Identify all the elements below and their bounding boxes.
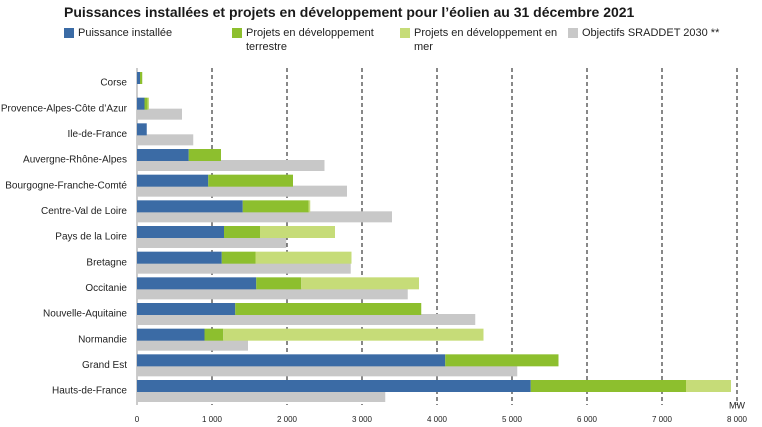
- bar-segment: [137, 380, 531, 392]
- target-bar: [137, 339, 248, 351]
- bar-segment: [137, 354, 446, 367]
- bar-segment: [686, 380, 731, 392]
- bar-segment: [140, 72, 143, 84]
- bar-segment: [137, 174, 209, 187]
- y-tick-label: Normandie: [78, 334, 127, 345]
- bar-segment: [260, 226, 335, 238]
- legend-item: Projets en développement en mer: [400, 26, 564, 54]
- y-tick-label: Ile-de-France: [68, 129, 128, 140]
- bar-segment: [137, 303, 236, 315]
- bar-segment: [137, 200, 243, 213]
- bar-segment: [223, 328, 484, 341]
- bar-segment: [242, 200, 309, 213]
- y-tick-label: Occitanie: [85, 283, 127, 294]
- target-bar: [137, 314, 476, 325]
- legend-swatch: [64, 28, 74, 38]
- legend-swatch: [232, 28, 242, 38]
- bar-segment: [137, 251, 222, 264]
- bar-segment: [235, 303, 422, 315]
- bar-segment: [224, 226, 260, 238]
- x-tick-label: 1 000: [202, 415, 223, 424]
- target-bar: [137, 211, 392, 223]
- bar-segment: [204, 328, 224, 341]
- bar-segment: [256, 277, 302, 290]
- y-tick-label: Auvergne-Rhône-Alpes: [23, 155, 127, 166]
- y-tick-label: Grand Est: [82, 360, 127, 371]
- target-bar: [137, 288, 408, 300]
- y-tick-label: Provence-Alpes-Côte d’Azur: [1, 103, 128, 114]
- target-bar: [137, 108, 182, 120]
- bar-segment: [137, 97, 145, 110]
- legend-swatch: [568, 28, 578, 38]
- x-tick-label: 0: [135, 415, 140, 424]
- target-bar: [137, 262, 351, 274]
- bar-segment: [137, 226, 224, 238]
- bar-segment: [308, 200, 311, 213]
- legend-label: Projets en développement terrestre: [246, 27, 374, 53]
- y-tick-label: Centre-Val de Loire: [41, 206, 127, 217]
- bar-segment: [221, 251, 256, 264]
- y-tick-label: Corse: [100, 78, 127, 89]
- bar-segment: [188, 149, 221, 161]
- bar-segment: [255, 251, 352, 264]
- bar-segment: [137, 328, 205, 341]
- target-bar: [137, 160, 325, 171]
- x-tick-label: 6 000: [577, 415, 598, 424]
- chart-title: Puissances installées et projets en déve…: [64, 4, 635, 20]
- x-tick-label: 4 000: [427, 415, 448, 424]
- legend-item: Objectifs SRADDET 2030 **: [568, 26, 732, 40]
- y-tick-label: Pays de la Loire: [55, 232, 127, 243]
- x-tick-label: 8 000: [727, 415, 748, 424]
- legend-label: Projets en développement en mer: [414, 27, 558, 53]
- target-bar: [137, 391, 386, 402]
- x-axis-unit: MW: [729, 400, 745, 410]
- y-tick-label: Nouvelle-Aquitaine: [43, 309, 127, 320]
- target-bar: [137, 134, 194, 146]
- legend-swatch: [400, 28, 410, 38]
- bar-segment: [530, 380, 686, 392]
- bar-segment: [144, 97, 148, 110]
- bar-segment: [137, 72, 140, 84]
- bar-segment: [137, 123, 147, 136]
- target-bar: [137, 237, 287, 248]
- bar-segment: [301, 277, 419, 290]
- bar-segment: [208, 174, 293, 187]
- legend-item: Puissance installée: [64, 26, 228, 40]
- x-tick-label: 5 000: [502, 415, 523, 424]
- x-tick-label: 3 000: [352, 415, 373, 424]
- bar-segment: [137, 149, 189, 161]
- y-tick-label: Bourgogne-Franche-Comté: [5, 180, 127, 191]
- legend-label: Objectifs SRADDET 2030 **: [582, 27, 720, 39]
- x-tick-label: 7 000: [652, 415, 673, 424]
- y-tick-label: Hauts-de-France: [52, 386, 127, 397]
- legend-item: Projets en développement terrestre: [232, 26, 396, 54]
- legend-label: Puissance installée: [78, 27, 173, 39]
- y-tick-label: Bretagne: [86, 257, 127, 268]
- x-tick-label: 2 000: [277, 415, 298, 424]
- target-bar: [137, 185, 347, 197]
- bar-segment: [445, 354, 559, 367]
- bar-segment: [137, 277, 257, 290]
- target-bar: [137, 365, 518, 377]
- bar-segment: [147, 97, 149, 110]
